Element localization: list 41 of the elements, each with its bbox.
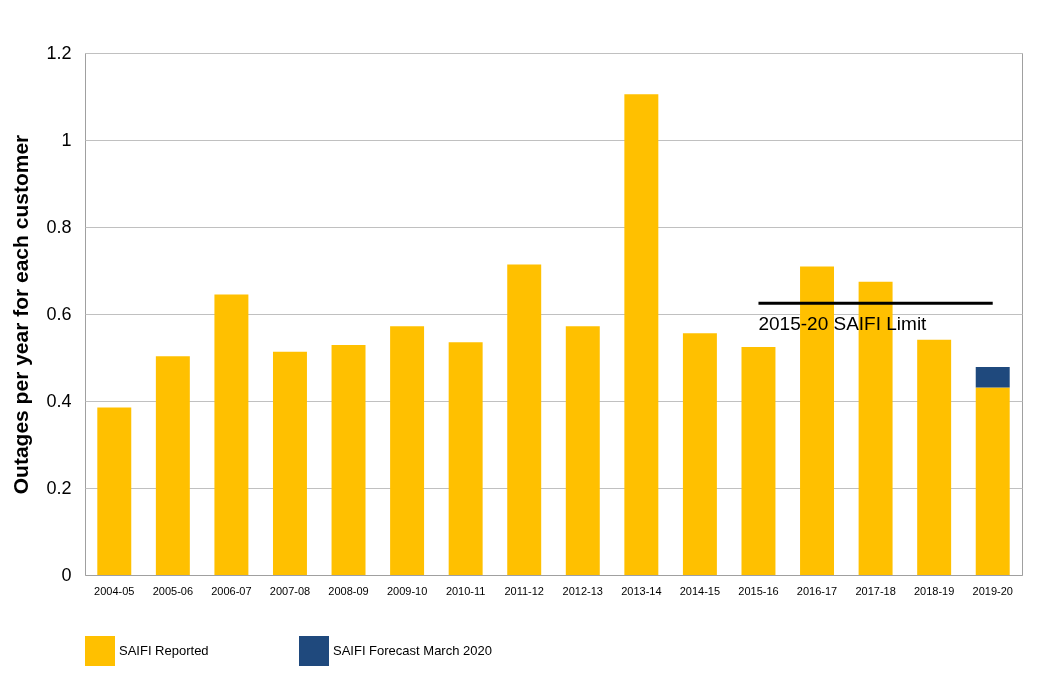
bar: [975, 387, 1010, 575]
bar: [507, 264, 542, 575]
y-tick-label: 0: [61, 564, 72, 585]
x-tick-label: 2006-07: [211, 584, 252, 597]
x-tick-label: 2017-18: [855, 584, 896, 597]
legend-label: SAIFI Forecast March 2020: [333, 643, 492, 658]
x-tick-label: 2005-06: [152, 584, 194, 597]
x-tick-label: 2009-10: [386, 584, 428, 597]
x-tick-label: 2015-16: [738, 584, 779, 597]
y-tick-label: 1.2: [46, 42, 72, 63]
bar: [97, 407, 132, 575]
y-tick-label: 0.2: [46, 477, 72, 498]
bar: [272, 351, 307, 575]
x-tick-label: 2013-14: [621, 584, 662, 597]
bar: [214, 294, 249, 575]
x-tick-label: 2010-11: [445, 584, 486, 597]
y-tick-label: 0.4: [46, 390, 72, 411]
x-tick-label: 2011-12: [504, 584, 544, 597]
bar: [155, 356, 190, 575]
bar: [975, 367, 1010, 388]
bar: [624, 94, 659, 575]
bar: [390, 326, 425, 575]
y-axis-title: Outages per year for each customer: [9, 134, 33, 495]
y-tick-label: 0.8: [46, 216, 72, 237]
y-tick-label: 1: [61, 129, 72, 150]
x-tick-label: 2008-09: [328, 584, 369, 597]
x-tick-label: 2004-05: [94, 584, 135, 597]
x-tick-label: 2012-13: [562, 584, 603, 597]
bar: [741, 347, 776, 575]
x-tick-label: 2019-20: [972, 584, 1013, 597]
x-tick-label: 2018-19: [913, 584, 955, 597]
bar: [682, 333, 717, 575]
x-tick-label: 2016-17: [796, 584, 838, 597]
x-tick-label: 2007-08: [269, 584, 311, 597]
bar: [331, 344, 366, 575]
bar: [917, 339, 952, 575]
bar: [565, 326, 600, 575]
bar: [448, 342, 483, 575]
legend-label: SAIFI Reported: [119, 643, 209, 658]
y-tick-label: 0.6: [46, 303, 72, 324]
x-tick-label: 2014-15: [679, 584, 721, 597]
